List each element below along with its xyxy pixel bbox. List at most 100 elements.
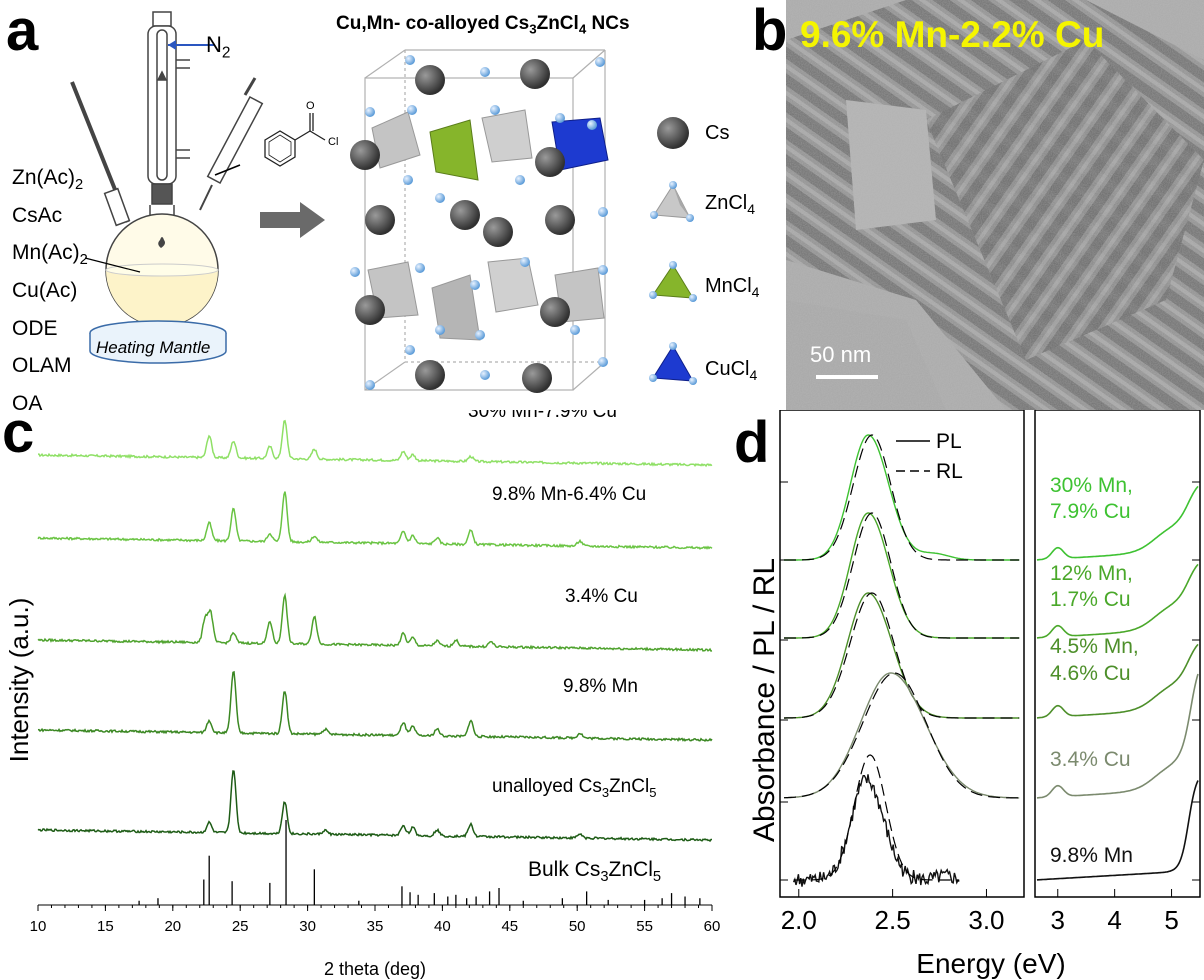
xrd-x-axis-label: 2 theta (deg) xyxy=(324,959,426,979)
optical-x-axis-label: Energy (eV) xyxy=(916,948,1065,979)
optical-series-label: 12% Mn, xyxy=(1050,562,1133,585)
panel-label-a: a xyxy=(6,0,39,63)
optical-rl-line xyxy=(784,434,1020,561)
pl-legend-label: PL xyxy=(936,430,962,453)
optical-legend: PL RL xyxy=(896,430,963,483)
legend-cs: Cs xyxy=(705,122,730,144)
heating-mantle xyxy=(89,320,227,364)
optical-series-label: 1.7% Cu xyxy=(1050,588,1131,611)
legend-mncl4: MnCl4 xyxy=(705,275,760,300)
cs-sphere-icon xyxy=(657,117,689,149)
optical-left-x-tick-label: 3.0 xyxy=(968,905,1004,935)
benzoyl-chloride-structure xyxy=(264,113,326,167)
optical-series-label: 3.4% Cu xyxy=(1050,748,1131,771)
xrd-series-label: 9.8% Mn-6.4% Cu xyxy=(492,484,646,505)
xrd-x-tick-label: 25 xyxy=(232,918,249,935)
optical-rl-line xyxy=(784,592,1020,719)
legend-zncl4: ZnCl4 xyxy=(705,192,756,217)
optical-series-label: 9.8% Mn xyxy=(1050,844,1133,867)
optical-left-x-tick-label: 2.5 xyxy=(875,905,911,935)
syringe xyxy=(199,77,264,211)
reagent-item: OLAM xyxy=(12,354,72,378)
optical-right-frame xyxy=(1034,410,1201,898)
xrd-x-tick-label: 45 xyxy=(501,918,518,935)
heating-mantle-label: Heating Mantle xyxy=(96,338,211,357)
reagent-item: ODE xyxy=(12,316,58,340)
reagent-item: OA xyxy=(12,391,43,415)
panel-a-graphic: O Cl xyxy=(70,11,697,393)
optical-series-label: 30% Mn, xyxy=(1050,474,1133,497)
xrd-series-line xyxy=(37,592,713,653)
optical-chart: 2.0 2.5 3.0 3 4 5 30% Mn, 7.9% Cu 12% Mn, 1.7% Cu… xyxy=(748,410,1201,979)
optical-rl-line xyxy=(784,512,1020,639)
optical-left-x-tick-label: 2.0 xyxy=(781,905,817,935)
xrd-x-tick-label: 55 xyxy=(636,918,653,935)
cl-atoms xyxy=(350,55,608,390)
mncl4-tetrahedron xyxy=(429,119,479,181)
xrd-series-label: 30% Mn-7.9% Cu xyxy=(468,410,617,422)
mncl4-tetrahedron-icon xyxy=(649,261,697,302)
panel-label-c: c xyxy=(2,400,35,465)
optical-absorbance-line xyxy=(1036,780,1199,881)
optical-absorbance-line xyxy=(1036,485,1199,561)
cs-atoms xyxy=(350,59,575,393)
xrd-x-tick-label: 35 xyxy=(367,918,384,935)
optical-absorbance-line xyxy=(1036,643,1199,719)
tem-micrograph xyxy=(786,0,1204,410)
xrd-series-line xyxy=(37,670,713,742)
reagent-item: CsAc xyxy=(12,203,63,227)
chlorine-label: Cl xyxy=(328,136,338,148)
condenser xyxy=(147,11,190,205)
reaction-arrow xyxy=(260,202,325,238)
flask xyxy=(84,205,219,327)
rl-legend-label: RL xyxy=(936,460,963,483)
optical-y-axis-label: Absorbance / PL / RL xyxy=(748,558,781,842)
tem-image xyxy=(786,0,1204,410)
optical-absorbance-line xyxy=(1036,673,1199,799)
scale-bar-label: 50 nm xyxy=(810,342,872,367)
xrd-series-label: unalloyed Cs3ZnCl5 xyxy=(492,776,656,800)
thermometer xyxy=(70,81,131,227)
panel-label-b: b xyxy=(752,0,788,63)
cucl4-tetrahedron-icon xyxy=(649,342,697,385)
xrd-x-tick-label: 50 xyxy=(569,918,586,935)
oxygen-label: O xyxy=(306,100,315,112)
xrd-chart: 10 15 20 25 30 35 40 45 50 55 60 30% Mn-7.9% Cu 9.8%… xyxy=(4,410,720,979)
xrd-x-tick-label: 10 xyxy=(30,918,47,935)
optical-rl-line xyxy=(784,672,1020,799)
structure-title: Cu,Mn- co-alloyed Cs3ZnCl4 NCs xyxy=(336,13,630,37)
optical-series-label: 4.5% Mn, xyxy=(1050,635,1139,658)
reagent-list: Zn(Ac)2 CsAc Mn(Ac)2 Cu(Ac) ODE OLAM OA xyxy=(12,163,88,426)
optical-series-label: 7.9% Cu xyxy=(1050,500,1131,523)
optical-pl-line xyxy=(784,592,1020,719)
xrd-bulk-label: Bulk Cs3ZnCl5 xyxy=(528,858,662,886)
panel-label-d: d xyxy=(734,410,770,475)
xrd-y-axis-label: Intensity (a.u.) xyxy=(4,598,34,763)
xrd-x-tick-label: 20 xyxy=(164,918,181,935)
xrd-x-tick-label: 30 xyxy=(299,918,316,935)
reagent-item: Cu(Ac) xyxy=(12,278,78,302)
xrd-series-line xyxy=(37,491,713,550)
optical-right-x-tick-label: 4 xyxy=(1107,905,1121,935)
xrd-x-tick-label: 60 xyxy=(704,918,720,935)
optical-absorbance-line xyxy=(1036,563,1199,639)
zncl4-tetrahedron-icon xyxy=(650,181,694,222)
optical-rl-line xyxy=(793,754,960,881)
n2-label: N2 xyxy=(206,32,231,62)
xrd-x-tick-label: 40 xyxy=(434,918,451,935)
optical-pl-line xyxy=(784,434,1020,561)
optical-right-x-tick-label: 5 xyxy=(1164,905,1178,935)
reagent-item: Mn(Ac)2 xyxy=(12,241,88,269)
xrd-x-tick-label: 15 xyxy=(97,918,114,935)
xrd-series-label: 3.4% Cu xyxy=(565,586,638,607)
optical-pl-line xyxy=(783,672,1020,799)
optical-right-x-tick-label: 3 xyxy=(1051,905,1065,935)
optical-series-label: 4.6% Cu xyxy=(1050,662,1131,685)
optical-left-frame xyxy=(779,410,1025,898)
tem-composition-label: 9.6% Mn-2.2% Cu xyxy=(800,14,1105,55)
legend-cucl4: CuCl4 xyxy=(705,358,758,383)
xrd-series-line xyxy=(37,770,712,843)
xrd-series-label: 9.8% Mn xyxy=(563,676,638,697)
reagent-item: Zn(Ac)2 xyxy=(12,166,84,194)
optical-pl-line xyxy=(784,512,1020,639)
